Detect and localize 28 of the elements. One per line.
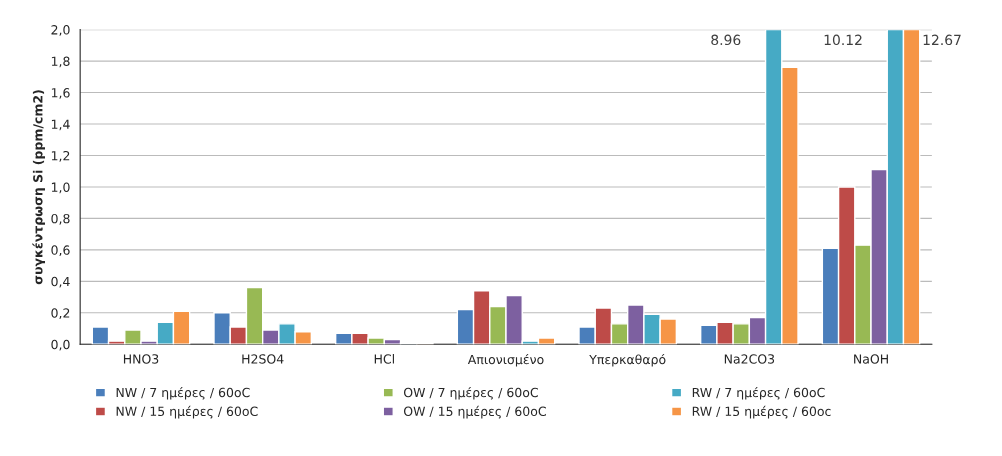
y-tick-label: 0,4 bbox=[51, 276, 70, 288]
legend-label: RW / 15 ημέρες / 60oc bbox=[692, 405, 831, 419]
legend-label: NW / 15 ημέρες / 60oC bbox=[116, 405, 258, 419]
y-tick-label: 0,8 bbox=[51, 213, 70, 225]
y-tick-label: 0,6 bbox=[51, 245, 70, 257]
x-tick-label: HNO3 bbox=[123, 354, 159, 364]
x-tick-label: NaOH bbox=[854, 354, 888, 364]
y-tick-label: 1,2 bbox=[51, 150, 70, 162]
x-tick-label: Na2CO3 bbox=[724, 354, 775, 364]
x-tick-label: HCl bbox=[374, 354, 394, 364]
annotation: 12.67 bbox=[923, 34, 961, 46]
y-tick-label: 1,0 bbox=[51, 182, 70, 194]
y-tick-label: 1,6 bbox=[51, 88, 70, 99]
legend-label: OW / 15 ημέρες / 60oC bbox=[403, 405, 546, 419]
y-tick-label: 1,4 bbox=[51, 119, 70, 131]
x-tick-label: Υπερκαθαρό bbox=[589, 354, 666, 367]
y-tick-label: 2,0 bbox=[51, 25, 70, 36]
legend-label: OW / 7 ημέρες / 60oC bbox=[403, 386, 538, 400]
x-tick-label: Απιονισμένο bbox=[467, 354, 544, 367]
legend-label: RW / 7 ημέρες / 60oC bbox=[692, 386, 825, 400]
annotation: 10.12 bbox=[824, 34, 862, 46]
legend-label: NW / 7 ημέρες / 60oC bbox=[116, 386, 250, 400]
y-tick-label: 0,2 bbox=[51, 308, 70, 320]
annotation: 8.96 bbox=[711, 34, 741, 46]
y-tick-label: 0,0 bbox=[51, 339, 70, 351]
x-tick-label: H2SO4 bbox=[242, 354, 284, 364]
y-axis-title: συγκέντρωση Si (ppm/cm2) bbox=[32, 90, 45, 285]
y-tick-label: 1,8 bbox=[51, 56, 70, 68]
